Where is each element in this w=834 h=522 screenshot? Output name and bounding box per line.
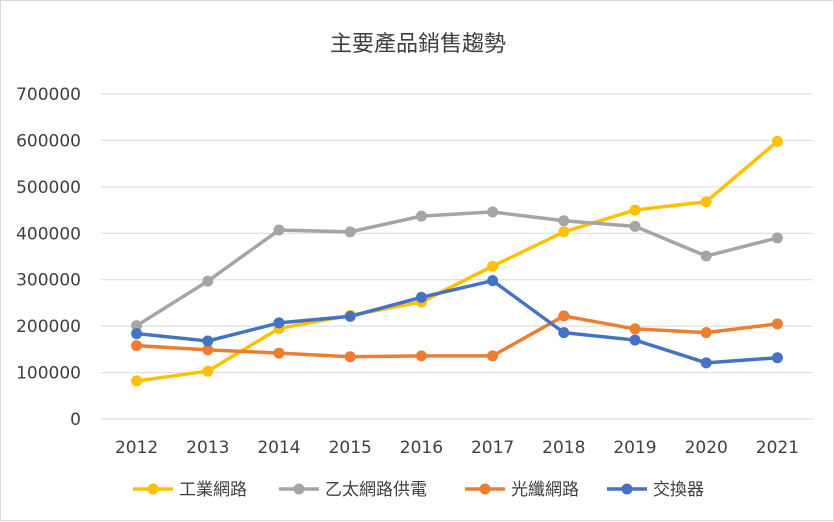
x-tick-label: 2013 <box>186 438 229 458</box>
y-axis: 0 100000 200000 300000 400000 500000 600000 700… <box>16 85 81 430</box>
data-point <box>487 275 499 287</box>
data-point <box>629 323 641 335</box>
data-point <box>771 352 783 364</box>
x-axis: 2012 2013 2014 2015 2016 2017 2018 2019 2020 2021 <box>115 438 799 458</box>
data-point <box>202 365 214 377</box>
data-point <box>558 215 570 227</box>
data-point <box>558 327 570 339</box>
x-tick-label: 2021 <box>756 438 799 458</box>
series-line <box>134 210 780 328</box>
data-point <box>771 232 783 244</box>
y-tick-label: 500000 <box>16 178 81 198</box>
data-point <box>700 196 712 208</box>
data-point <box>202 335 214 347</box>
data-point <box>629 220 641 232</box>
legend-marker <box>479 483 491 495</box>
data-point <box>771 135 783 147</box>
x-tick-label: 2019 <box>613 438 656 458</box>
data-point <box>558 226 570 238</box>
data-point <box>273 347 285 359</box>
legend-label: 工業網路 <box>179 480 247 500</box>
x-tick-label: 2015 <box>329 438 372 458</box>
legend-marker <box>293 483 305 495</box>
data-point <box>700 250 712 262</box>
series-line <box>134 314 780 359</box>
data-point <box>415 291 427 303</box>
data-point <box>415 210 427 222</box>
data-point <box>629 204 641 216</box>
data-point <box>344 226 356 238</box>
y-tick-label: 600000 <box>16 131 81 151</box>
gridlines <box>101 93 813 420</box>
data-point <box>700 327 712 339</box>
legend-label: 乙太網路供電 <box>325 480 427 500</box>
data-point <box>202 344 214 356</box>
data-point <box>629 334 641 346</box>
x-tick-label: 2018 <box>542 438 585 458</box>
data-point <box>131 320 143 332</box>
data-point <box>487 350 499 362</box>
series-line <box>134 278 780 365</box>
chart-title: 主要產品銷售趨勢 <box>330 32 506 57</box>
data-point <box>771 318 783 330</box>
legend-label: 交換器 <box>653 480 704 500</box>
data-point <box>273 317 285 329</box>
x-tick-label: 2020 <box>685 438 728 458</box>
legend: 工業網路 乙太網路供電 光纖網路 交換器 <box>133 480 704 500</box>
data-point <box>700 357 712 369</box>
y-tick-label: 100000 <box>16 364 81 384</box>
x-tick-label: 2017 <box>471 438 514 458</box>
y-tick-label: 400000 <box>16 224 81 244</box>
data-point <box>131 375 143 387</box>
y-tick-label: 200000 <box>16 317 81 337</box>
y-tick-label: 700000 <box>16 85 81 105</box>
data-point <box>487 206 499 218</box>
data-point <box>415 350 427 362</box>
data-point <box>273 224 285 236</box>
data-point <box>202 275 214 287</box>
series-group <box>131 135 783 387</box>
data-point <box>344 310 356 322</box>
data-point <box>131 328 143 340</box>
data-point <box>131 340 143 352</box>
data-point <box>487 260 499 272</box>
legend-marker <box>147 483 159 495</box>
legend-marker <box>621 483 633 495</box>
x-tick-label: 2012 <box>115 438 158 458</box>
x-tick-label: 2016 <box>400 438 443 458</box>
x-tick-label: 2014 <box>257 438 300 458</box>
data-point <box>558 310 570 322</box>
y-tick-label: 300000 <box>16 271 81 291</box>
legend-label: 光纖網路 <box>511 480 579 500</box>
data-point <box>344 351 356 363</box>
y-tick-label: 0 <box>70 410 81 430</box>
